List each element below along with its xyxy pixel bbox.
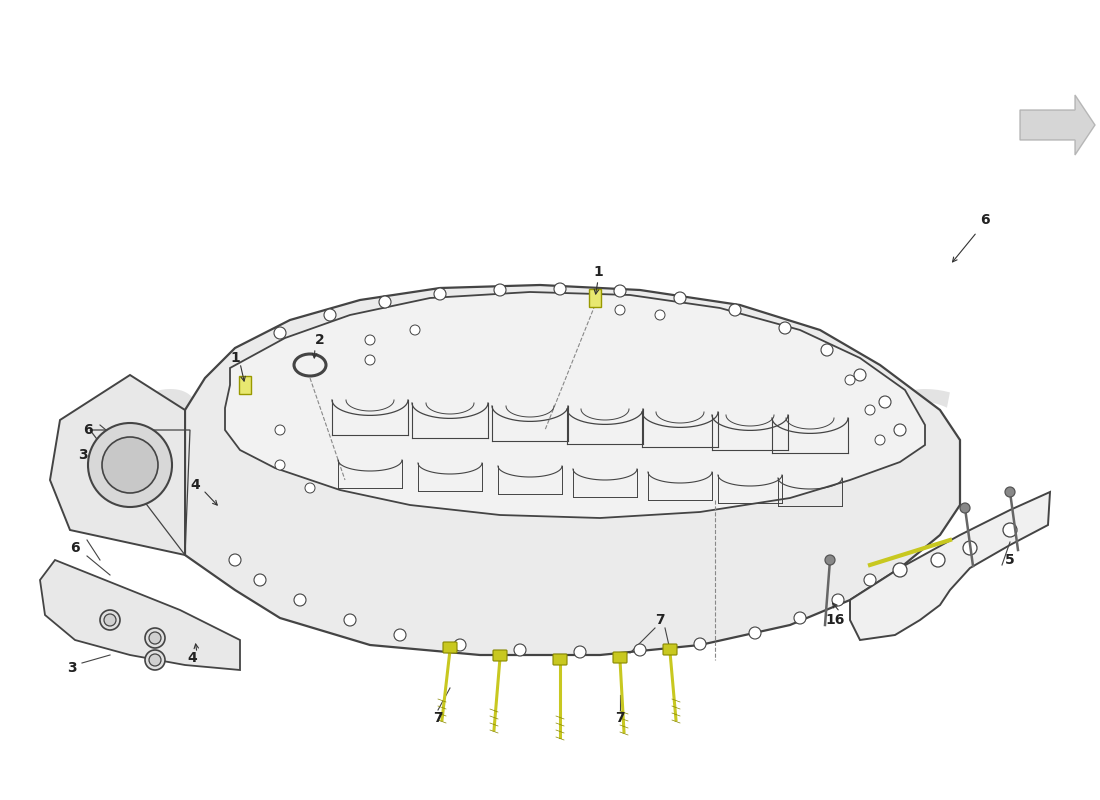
Circle shape	[148, 654, 161, 666]
Circle shape	[394, 629, 406, 641]
Text: 3: 3	[67, 661, 77, 675]
Text: a passion for parts since 1985: a passion for parts since 1985	[309, 575, 770, 605]
Circle shape	[554, 283, 566, 295]
Circle shape	[148, 632, 161, 644]
Circle shape	[694, 638, 706, 650]
Circle shape	[254, 574, 266, 586]
Circle shape	[275, 425, 285, 435]
Circle shape	[729, 304, 741, 316]
Circle shape	[379, 296, 390, 308]
Text: eurocarparts: eurocarparts	[125, 365, 955, 475]
Circle shape	[344, 614, 356, 626]
Polygon shape	[185, 285, 960, 655]
Circle shape	[229, 554, 241, 566]
Circle shape	[893, 563, 907, 577]
Circle shape	[931, 553, 945, 567]
Circle shape	[514, 644, 526, 656]
Circle shape	[794, 612, 806, 624]
Polygon shape	[1020, 95, 1094, 155]
Circle shape	[305, 483, 315, 493]
FancyBboxPatch shape	[613, 652, 627, 663]
Polygon shape	[850, 492, 1050, 640]
Circle shape	[832, 594, 844, 606]
Text: 3: 3	[78, 448, 88, 462]
Text: 4: 4	[190, 478, 200, 492]
Circle shape	[864, 574, 876, 586]
Text: 6: 6	[70, 541, 80, 555]
Circle shape	[145, 628, 165, 648]
Circle shape	[88, 423, 172, 507]
Circle shape	[574, 646, 586, 658]
Polygon shape	[50, 375, 185, 555]
Text: 4: 4	[187, 651, 197, 665]
Circle shape	[145, 650, 165, 670]
Circle shape	[894, 424, 906, 436]
FancyBboxPatch shape	[239, 376, 251, 394]
Circle shape	[825, 555, 835, 565]
Text: 7: 7	[615, 711, 625, 725]
Circle shape	[365, 335, 375, 345]
Circle shape	[275, 460, 285, 470]
Circle shape	[102, 437, 158, 493]
Circle shape	[365, 355, 375, 365]
Circle shape	[854, 369, 866, 381]
Circle shape	[960, 503, 970, 513]
Text: 5: 5	[1005, 553, 1015, 567]
Circle shape	[434, 288, 446, 300]
Circle shape	[749, 627, 761, 639]
Circle shape	[410, 325, 420, 335]
Text: 7: 7	[433, 711, 443, 725]
Circle shape	[274, 327, 286, 339]
FancyBboxPatch shape	[553, 654, 566, 665]
Text: 1: 1	[593, 265, 603, 279]
FancyBboxPatch shape	[443, 642, 456, 653]
Text: 2: 2	[315, 333, 324, 347]
Circle shape	[634, 644, 646, 656]
Circle shape	[962, 541, 977, 555]
Circle shape	[821, 344, 833, 356]
Circle shape	[865, 405, 874, 415]
Circle shape	[879, 396, 891, 408]
Circle shape	[494, 284, 506, 296]
Circle shape	[324, 309, 336, 321]
Circle shape	[294, 594, 306, 606]
Text: 7: 7	[656, 613, 664, 627]
Circle shape	[874, 435, 886, 445]
Circle shape	[674, 292, 686, 304]
Circle shape	[454, 639, 466, 651]
FancyBboxPatch shape	[663, 644, 676, 655]
Circle shape	[1005, 487, 1015, 497]
Text: 16: 16	[825, 613, 845, 627]
Circle shape	[104, 614, 116, 626]
Text: 6: 6	[980, 213, 990, 227]
Polygon shape	[40, 560, 240, 670]
Circle shape	[779, 322, 791, 334]
Circle shape	[614, 285, 626, 297]
Text: 1: 1	[230, 351, 240, 365]
FancyBboxPatch shape	[588, 289, 601, 307]
Circle shape	[654, 310, 666, 320]
Circle shape	[615, 305, 625, 315]
Circle shape	[1003, 523, 1018, 537]
FancyBboxPatch shape	[493, 650, 507, 661]
Circle shape	[100, 610, 120, 630]
Polygon shape	[226, 292, 925, 518]
Text: 6: 6	[84, 423, 92, 437]
Circle shape	[845, 375, 855, 385]
